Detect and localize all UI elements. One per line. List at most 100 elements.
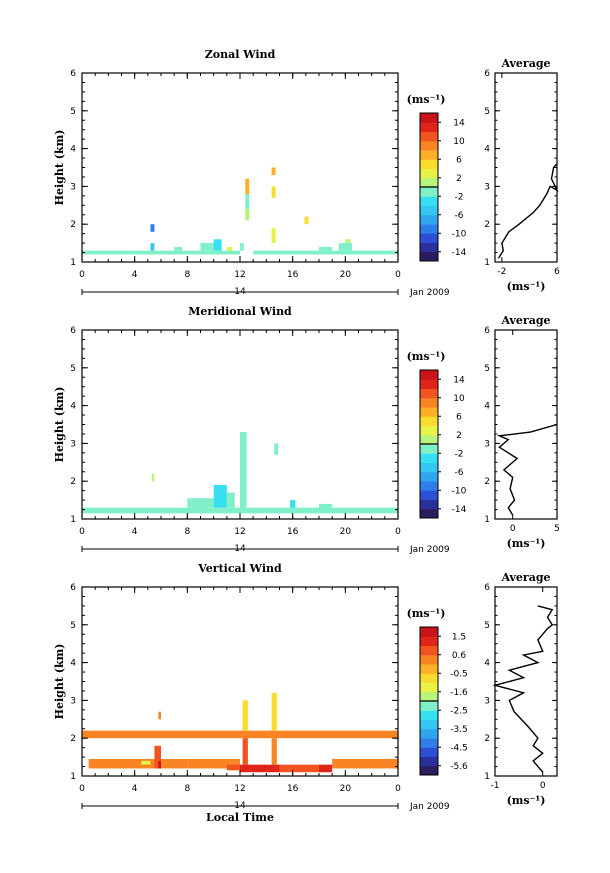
x-tick-label: 16	[287, 270, 299, 280]
colorbar-swatch	[420, 214, 438, 225]
colorbar-tick-label: -14	[452, 248, 467, 258]
plot-frame	[81, 586, 399, 777]
y-axis-label: Height (km)	[53, 644, 66, 720]
heatmap-cell	[151, 473, 155, 482]
profile-y-tick-label: 3	[484, 182, 490, 192]
heatmap-cell	[226, 492, 235, 508]
heatmap-cell	[82, 250, 135, 255]
x-tick-label: 0	[79, 784, 85, 794]
x-tick-label: 4	[132, 270, 138, 280]
heatmap-cell	[187, 250, 240, 255]
heatmap-cell	[242, 700, 248, 731]
x-tick-label: 0	[395, 527, 401, 537]
heatmap-cell	[158, 760, 161, 769]
colorbar-swatch	[420, 251, 438, 262]
colorbar-swatch	[420, 177, 438, 188]
heatmap-cell	[240, 466, 247, 508]
colorbar-swatch	[420, 233, 438, 243]
profile-line	[496, 423, 558, 516]
profile-x-label: (ms⁻¹)	[507, 537, 546, 550]
heatmap-cell	[271, 167, 276, 176]
colorbar-swatch	[420, 627, 438, 637]
colorbar-unit: (ms⁻¹)	[407, 93, 446, 106]
x-tick-label: 16	[287, 784, 299, 794]
heatmap-cell	[319, 246, 333, 251]
colorbar-swatch	[420, 150, 438, 160]
heatmap-cell	[271, 227, 276, 244]
heatmap-cell	[245, 193, 250, 210]
profile-y-tick-label: 2	[484, 734, 490, 744]
panel-title: Meridional Wind	[188, 305, 292, 318]
colorbar-swatch	[420, 664, 438, 674]
x-tick-label: 8	[184, 527, 190, 537]
x-tick-label: 12	[234, 527, 245, 537]
profile-y-tick-label: 4	[484, 402, 490, 412]
colorbar-swatch	[420, 407, 438, 417]
y-tick-label: 5	[70, 621, 76, 631]
date-axis-day: 14	[234, 287, 246, 297]
heatmap-cell	[240, 243, 244, 251]
heatmap-cell	[292, 250, 398, 255]
y-tick-label: 4	[70, 659, 76, 669]
plot-frame	[81, 72, 399, 263]
heatmap-cell	[150, 243, 155, 251]
colorbar-tick-label: -2	[455, 192, 464, 202]
x-tick-label: 0	[79, 270, 85, 280]
colorbar-swatch	[420, 728, 438, 739]
colorbar-swatch	[420, 756, 438, 767]
heatmap-cell	[141, 760, 151, 765]
colorbar-swatch	[420, 370, 438, 380]
colorbar-tick-label: -2.5	[450, 706, 468, 716]
heatmap-cell	[154, 745, 161, 769]
colorbar-swatch	[420, 122, 438, 132]
profile-y-tick-label: 1	[484, 515, 490, 525]
colorbar-tick-label: -2	[455, 449, 464, 459]
heatmap-cell	[290, 500, 296, 508]
colorbar-swatch	[420, 113, 438, 123]
profile-x-label: (ms⁻¹)	[507, 280, 546, 293]
x-tick-label: 0	[79, 527, 85, 537]
colorbar-swatch	[420, 654, 438, 665]
colorbar-unit: (ms⁻¹)	[407, 607, 446, 620]
heatmap-cell	[134, 250, 161, 255]
profile-y-tick-label: 5	[484, 364, 490, 374]
heatmap-cell	[319, 764, 333, 773]
colorbar-tick-label: -14	[452, 505, 467, 515]
heatmap-cell	[279, 764, 319, 773]
heatmap-cell	[245, 209, 250, 221]
colorbar-tick-label: 6	[456, 412, 462, 422]
profile-x-tick-label: 0	[510, 524, 516, 534]
colorbar-swatch	[420, 508, 438, 519]
y-axis-label: Height (km)	[53, 130, 66, 206]
y-tick-label: 1	[70, 515, 76, 525]
x-tick-label: 16	[287, 527, 299, 537]
heatmap-cell	[226, 246, 233, 251]
colorbar-tick-label: 2	[456, 431, 462, 441]
colorbar-tick-label: -10	[452, 486, 467, 496]
date-axis-label: Jan 2009	[409, 802, 450, 812]
x-tick-label: 12	[234, 270, 245, 280]
x-tick-label: 20	[340, 270, 352, 280]
x-tick-label: 4	[132, 527, 138, 537]
colorbar-swatch	[420, 242, 438, 253]
colorbar-swatch	[420, 636, 438, 646]
heatmap-cell	[245, 178, 250, 194]
colorbar-swatch	[420, 379, 438, 389]
profile-y-tick-label: 2	[484, 220, 490, 230]
colorbar-tick-label: 1.5	[452, 632, 466, 642]
heatmap-cell	[187, 758, 240, 769]
y-tick-label: 2	[70, 734, 76, 744]
colorbar-tick-label: 10	[453, 394, 465, 404]
profile-line	[497, 163, 559, 259]
y-tick-label: 6	[70, 326, 76, 336]
x-tick-label: 12	[234, 784, 245, 794]
heatmap-cell	[242, 738, 248, 765]
colorbar-swatch	[420, 196, 438, 206]
colorbar-tick-label: 14	[453, 375, 465, 385]
colorbar-swatch	[420, 673, 438, 683]
colorbar-swatch	[420, 444, 438, 454]
